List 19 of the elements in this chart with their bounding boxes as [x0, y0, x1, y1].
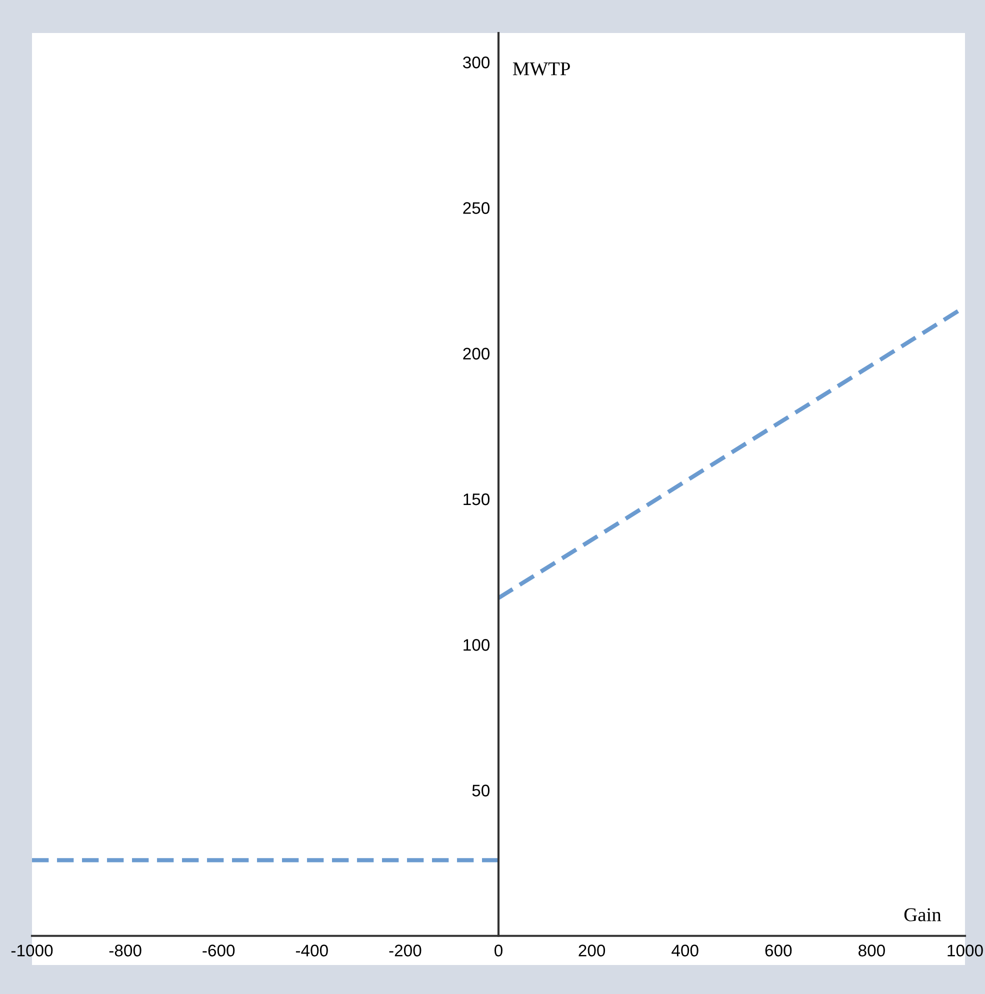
- y-tick-label: 50: [472, 784, 490, 796]
- x-tick-label: 800: [858, 944, 885, 956]
- y-tick-label: 100: [464, 639, 490, 651]
- y-tick-label: 200: [463, 348, 490, 360]
- x-tick-label: -1000: [11, 944, 53, 956]
- x-tick-label: 400: [672, 944, 698, 956]
- y-tick-label: 300: [462, 56, 490, 68]
- x-tick-label: 200: [578, 944, 606, 956]
- y-tick-label: 150: [464, 493, 490, 506]
- x-tick-label: 1000: [948, 944, 983, 956]
- x-tick-label: -600: [202, 944, 235, 956]
- y-axis-title: MWTP: [512, 62, 570, 76]
- y-tick-label: 250: [463, 202, 490, 214]
- x-axis-title: Gain: [904, 908, 942, 922]
- x-tick-label: -800: [109, 944, 142, 956]
- x-tick-label: 0: [494, 944, 502, 956]
- x-tick-label: -400: [296, 944, 328, 956]
- x-tick-label: 600: [765, 944, 792, 956]
- x-tick-label: -200: [389, 944, 422, 956]
